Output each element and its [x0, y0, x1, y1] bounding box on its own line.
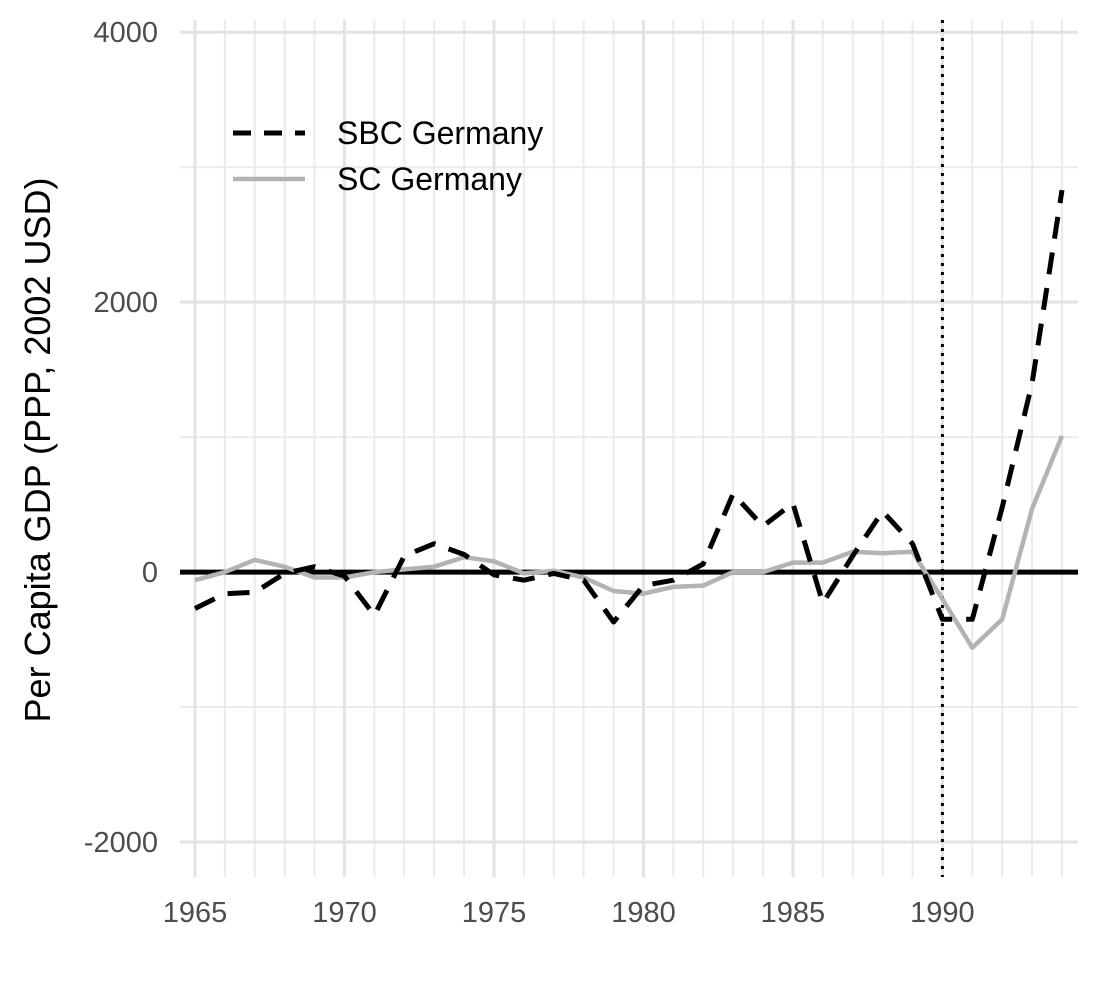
- x-tick-label: 1980: [611, 897, 676, 929]
- x-tick-label: 1975: [462, 897, 527, 929]
- y-tick-label: 2000: [93, 287, 158, 319]
- legend-label: SC Germany: [337, 161, 522, 197]
- series-lines: [193, 189, 1065, 650]
- x-tick-labels: 1965 1970 1975 1980 1985 1990: [163, 897, 975, 929]
- series-line-sbc-germany: [193, 189, 1065, 625]
- y-tick-label: 4000: [93, 17, 158, 49]
- legend-label: SBC Germany: [337, 115, 543, 151]
- minor-gridlines-y: [180, 166, 1078, 709]
- y-tick-label: -2000: [84, 827, 158, 859]
- x-tick-label: 1965: [163, 897, 228, 929]
- x-tick-label: 1990: [910, 897, 975, 929]
- legend-item: SBC Germany: [233, 115, 543, 151]
- legend: SBC Germany SC Germany: [233, 115, 543, 197]
- x-tick-label: 1970: [312, 897, 377, 929]
- y-tick-labels: -2000 0 2000 4000: [84, 17, 158, 859]
- y-tick-label: 0: [142, 557, 158, 589]
- x-tick-label: 1985: [761, 897, 826, 929]
- y-axis-title: Per Capita GDP (PPP, 2002 USD): [17, 178, 58, 723]
- minor-gridlines-x: [223, 20, 1063, 877]
- legend-item: SC Germany: [233, 161, 522, 197]
- major-gridlines-x: [193, 20, 944, 877]
- series-line-sc-germany: [194, 434, 1065, 650]
